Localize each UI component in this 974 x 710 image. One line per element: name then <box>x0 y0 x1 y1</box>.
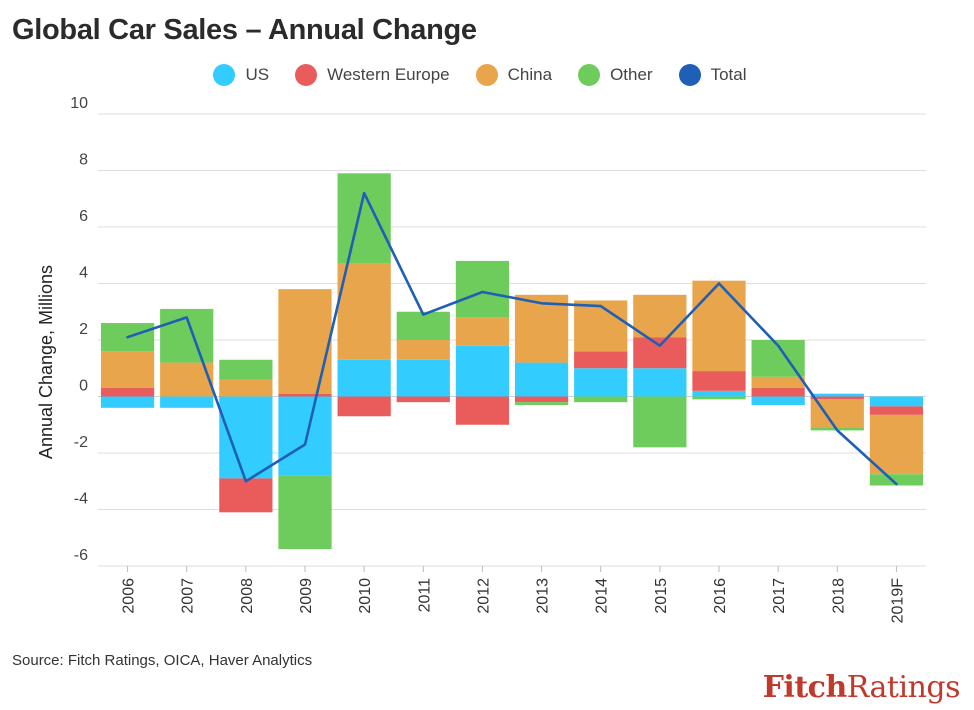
x-tick-label: 2010 <box>357 578 374 614</box>
bar-other-2012 <box>455 260 510 318</box>
x-tick-label: 2016 <box>712 578 729 614</box>
y-tick-label: 4 <box>79 265 88 282</box>
legend-label: China <box>507 65 553 84</box>
y-tick-label: 0 <box>79 378 88 395</box>
legend-label: US <box>245 65 270 84</box>
plot-area: 10 8 6 4 2 0 -2 -4 -6 Annual Change, Millions 2006… <box>36 95 926 624</box>
legend-swatch <box>475 64 498 86</box>
x-tick-label: 2017 <box>771 578 788 614</box>
bar-western-europe-2012 <box>455 396 510 425</box>
x-tick-label: 2015 <box>653 578 670 614</box>
bar-us-2007 <box>160 396 214 408</box>
bar-china-2009 <box>278 289 332 394</box>
bar-western-europe-2011 <box>396 396 450 403</box>
legend-swatch <box>678 64 701 86</box>
bar-western-europe-2013 <box>514 396 569 403</box>
bar-us-2016 <box>692 390 746 397</box>
bar-us-2011 <box>396 359 450 397</box>
chart-title: Global Car Sales – Annual Change <box>12 14 477 46</box>
y-tick-label: 6 <box>79 208 88 225</box>
source-note: Source: Fitch Ratings, OICA, Haver Analy… <box>12 652 313 669</box>
x-tick-label: 2012 <box>475 578 492 614</box>
bar-us-2008 <box>219 396 273 479</box>
bar-china-2014 <box>574 300 628 352</box>
bar-china-2013 <box>514 294 569 363</box>
y-tick-label: -2 <box>74 434 88 451</box>
bar-us-2015 <box>633 368 687 397</box>
bar-china-2006 <box>100 351 155 389</box>
legend: US Western Europe China Other Total <box>0 64 960 86</box>
legend-item-4: Total <box>678 64 747 86</box>
x-tick-label: 2019F <box>889 578 906 624</box>
brand-logo-part1: Fitch <box>762 670 848 705</box>
bar-other-2019F <box>869 474 924 486</box>
bar-us-2014 <box>574 368 628 397</box>
bar-other-2008 <box>219 359 273 380</box>
y-tick-label: 8 <box>79 152 88 169</box>
total-line <box>126 191 898 486</box>
bar-china-2015 <box>633 294 687 338</box>
legend-item-2: China <box>475 64 553 86</box>
bar-western-europe-2017 <box>751 388 805 397</box>
bar-us-2010 <box>337 359 391 397</box>
brand-logo: FitchRatings <box>762 670 961 705</box>
bar-other-2015 <box>633 396 687 448</box>
bar-other-2013 <box>514 402 569 405</box>
legend-swatch <box>213 64 236 86</box>
y-tick-label: -6 <box>74 547 88 564</box>
bar-china-2019F <box>869 414 924 475</box>
legend-swatch <box>578 64 601 86</box>
x-tick-label: 2006 <box>121 578 138 614</box>
x-tick-label: 2009 <box>298 578 315 614</box>
legend-label: Other <box>610 65 653 84</box>
bar-western-europe-2014 <box>574 351 628 369</box>
bar-us-2019F <box>869 396 924 407</box>
legend-label: Total <box>710 65 747 84</box>
y-tick-label: 10 <box>70 95 88 112</box>
y-tick-label: 2 <box>79 321 88 338</box>
bar-other-2009 <box>278 475 332 550</box>
bar-western-europe-2015 <box>633 337 687 369</box>
bar-us-2009 <box>278 396 332 476</box>
bar-china-2017 <box>751 376 805 389</box>
legend-item-3: Other <box>578 64 653 86</box>
bar-other-2016 <box>692 396 746 400</box>
bar-other-2014 <box>574 396 628 403</box>
bar-western-europe-2018 <box>810 396 864 400</box>
x-tick-label: 2011 <box>416 578 433 613</box>
bar-other-2011 <box>396 311 450 340</box>
bar-china-2011 <box>396 340 450 360</box>
bar-western-europe-2010 <box>337 396 391 417</box>
x-tick-label: 2014 <box>594 578 611 614</box>
legend-item-0: US <box>213 64 269 86</box>
x-tick-label: 2008 <box>239 578 256 614</box>
bar-us-2013 <box>514 362 569 397</box>
bar-us-2006 <box>100 396 155 408</box>
bar-china-2012 <box>455 317 510 346</box>
bar-us-2012 <box>455 345 510 397</box>
x-tick-label: 2018 <box>830 578 847 614</box>
x-tick-label: 2013 <box>535 578 552 614</box>
legend-swatch <box>295 64 318 86</box>
bar-china-2010 <box>337 263 391 360</box>
bar-western-europe-2019F <box>869 406 924 415</box>
bar-western-europe-2009 <box>278 393 332 397</box>
legend-item-1: Western Europe <box>295 64 450 86</box>
x-tick-label: 2007 <box>180 578 197 614</box>
y-axis-label: Annual Change, Millions <box>36 265 56 459</box>
bar-other-2010 <box>337 173 391 264</box>
bar-us-2017 <box>751 396 805 405</box>
brand-logo-part2: Ratings <box>846 670 961 705</box>
bar-us-2018 <box>810 393 864 397</box>
bar-china-2008 <box>219 379 273 397</box>
bar-western-europe-2008 <box>219 478 273 513</box>
legend-label: Western Europe <box>327 65 450 84</box>
bar-western-europe-2006 <box>100 388 155 397</box>
y-tick-label: -4 <box>74 491 88 508</box>
bar-china-2016 <box>692 280 746 372</box>
bar-western-europe-2016 <box>692 371 746 391</box>
